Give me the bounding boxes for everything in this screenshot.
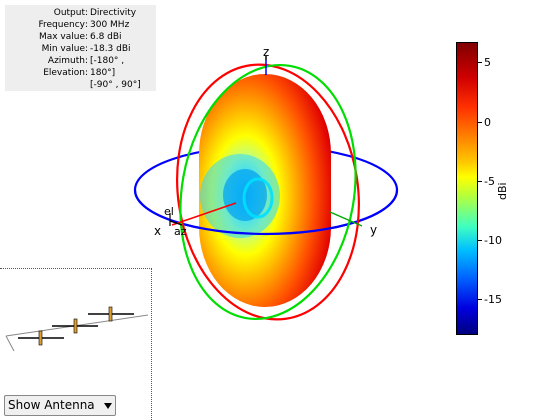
info-row-frequency: Frequency : 300 MHz [38,20,130,30]
info-value: [-180° , [90,56,125,66]
info-value: [-90° , 90°] [90,80,141,90]
y-axis-label: y [370,223,377,237]
info-key: Frequency [38,20,86,30]
colorbar-tick-label: 5 [484,56,491,69]
info-row-output: Output : Directivity [53,8,137,18]
info-value: 180°] [90,68,116,78]
info-key: Elevation [43,68,85,78]
info-row-azimuth: Azimuth : [-180° , [47,56,125,66]
radiation-pattern-3d[interactable]: z y x el az [125,40,410,330]
info-row-min: Min value : -18.3 dBi [41,44,131,54]
show-antenna-label: Show Antenna [8,398,95,412]
info-row-max: Max value : 6.8 dBi [38,32,122,42]
el-label: el [164,205,174,218]
info-key: Output [53,8,85,18]
colorbar-unit-label: dBi [496,182,509,200]
info-panel: Output : Directivity Frequency : 300 MHz… [5,5,156,91]
antenna-preview-panel [0,268,152,420]
y-axis [329,211,363,227]
colorbar-tick-label: -5 [484,175,495,188]
x-axis [171,202,237,226]
info-key: Max value [38,32,85,42]
colorbar-tick-label: 0 [484,116,491,129]
feed-icon [73,318,78,334]
elevation-circle-1 [176,63,360,321]
z-axis-label: z [263,45,269,59]
info-row-extra: [-90° , 90°] [5,79,156,91]
colorbar-tick-label: -15 [484,293,502,306]
show-antenna-dropdown[interactable]: Show Antenna [4,395,116,416]
az-label: az [174,225,187,238]
info-key: Min value [41,44,85,54]
elevation-circle-2 [179,63,357,321]
feed-icon [38,330,43,346]
colorbar [456,42,478,335]
feed-icon [108,306,113,322]
antenna-geometry [5,306,149,352]
info-value: 300 MHz [90,20,130,30]
info-value: 6.8 dBi [90,32,122,42]
info-key: Azimuth [47,56,85,66]
info-value: -18.3 dBi [90,44,131,54]
colorbar-tick-label: -10 [484,234,502,247]
x-axis-label: x [154,224,161,238]
info-value: Directivity [90,8,137,18]
chevron-down-icon [104,403,112,409]
info-row-elevation: Elevation : 180°] [43,68,116,78]
